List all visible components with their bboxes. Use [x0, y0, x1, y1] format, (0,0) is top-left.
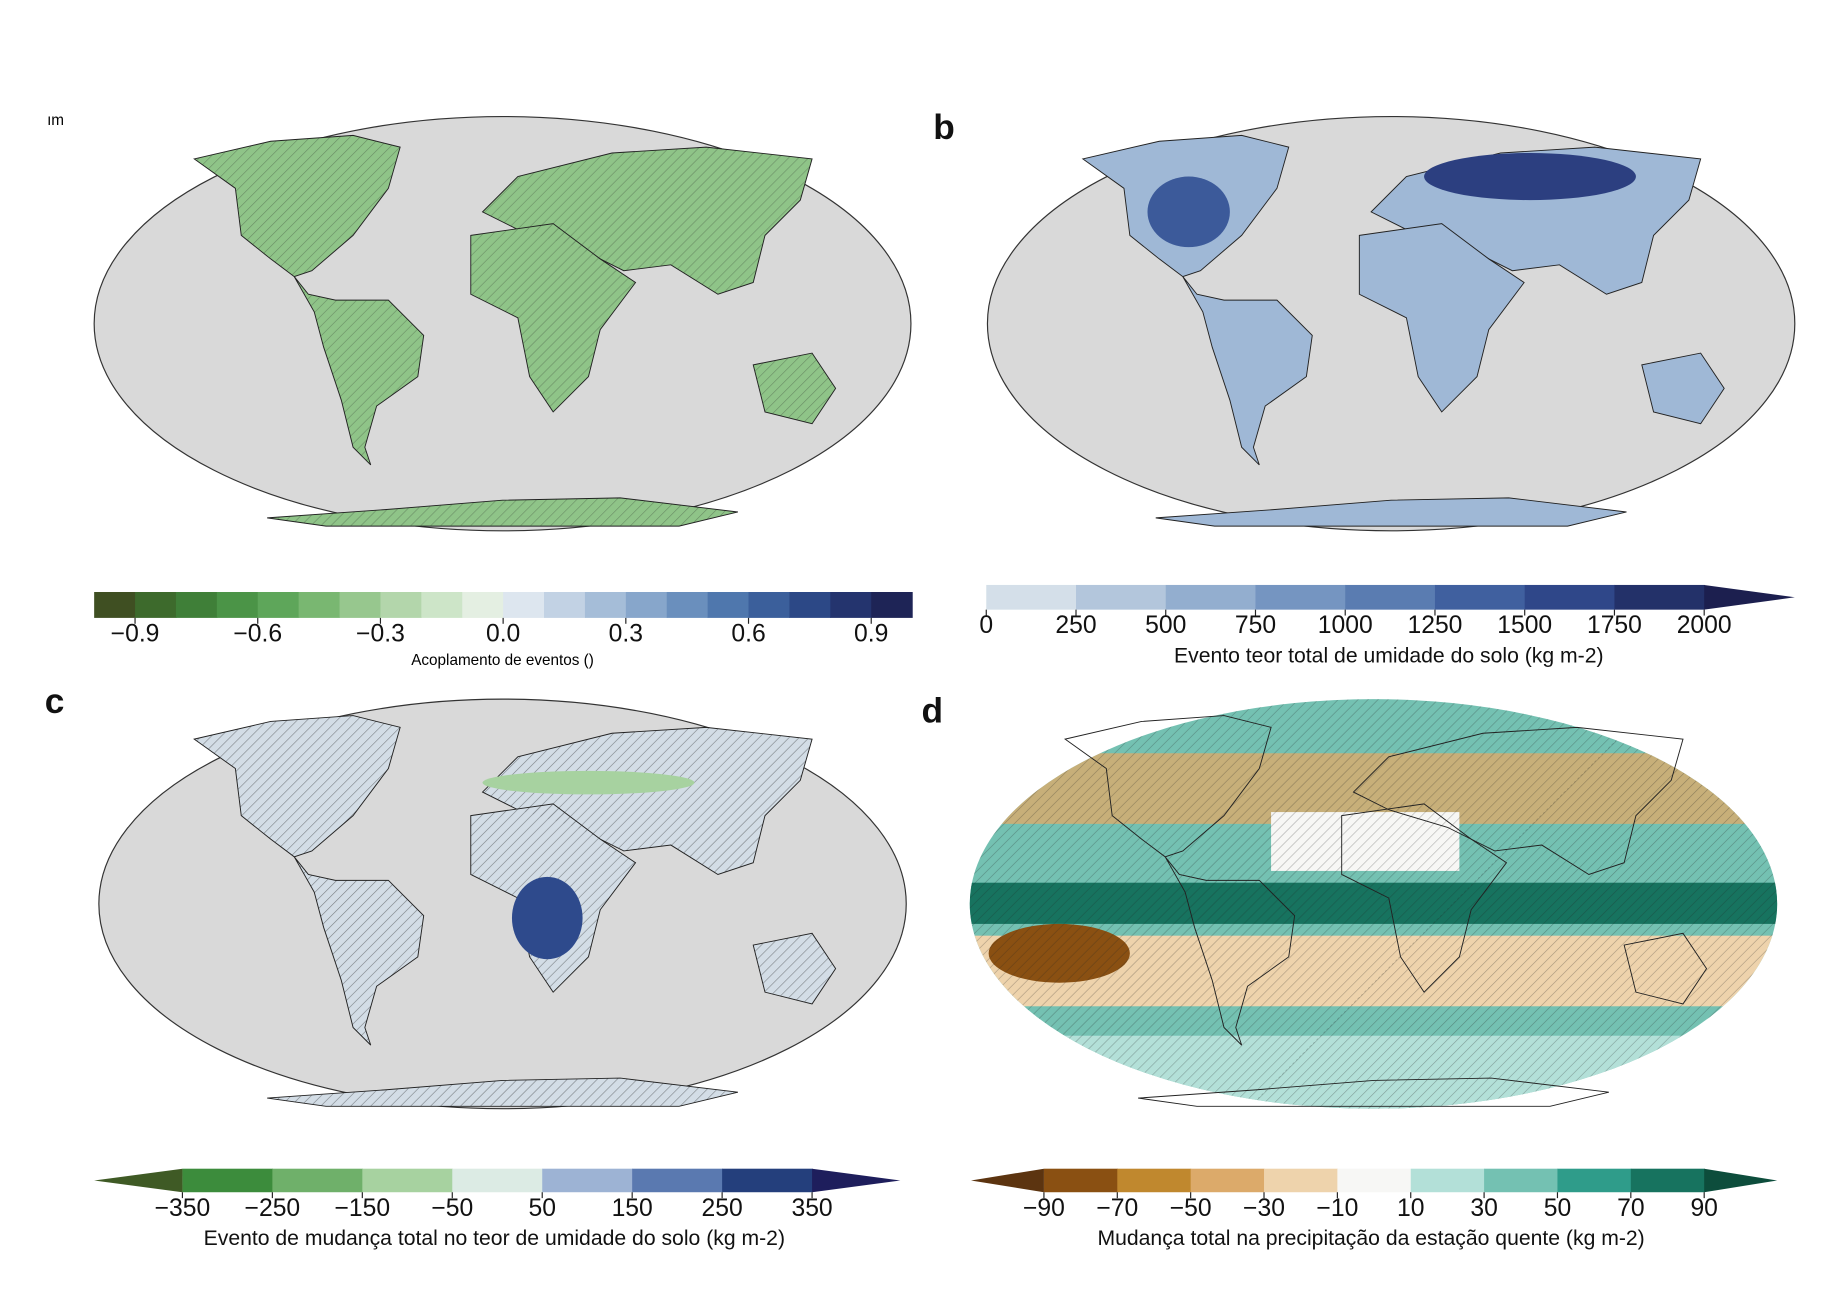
colorbar-tick-label: 250 — [702, 1195, 743, 1222]
colorbar-cell — [542, 1168, 633, 1193]
colorbar-tick-label: 10 — [1397, 1195, 1424, 1222]
colorbar-cell — [1165, 584, 1257, 610]
colorbar-tick-label: 0.3 — [609, 620, 643, 647]
colorbar-cell — [1117, 1168, 1192, 1193]
colorbar-cell — [1614, 584, 1705, 610]
colorbar-tick-label: 90 — [1690, 1195, 1717, 1222]
colorbar-tick-label: −0.9 — [111, 620, 160, 647]
colorbar-cell — [1255, 584, 1346, 610]
map-a — [93, 115, 912, 532]
colorbar-cell — [666, 592, 709, 618]
colorbar-cell — [632, 1168, 723, 1193]
colorbar-title: Acoplamento de eventos () — [411, 652, 594, 669]
colorbar-cell — [1484, 1168, 1559, 1193]
colorbar-tick-label: 2000 — [1677, 612, 1732, 639]
colorbar-tick-label: 1000 — [1318, 612, 1373, 639]
colorbar-cell — [380, 592, 422, 618]
panel-label: c — [45, 682, 65, 721]
colorbar-title: Evento teor total de umidade do solo (kg… — [1174, 645, 1604, 668]
colorbar-cell — [1557, 1168, 1632, 1193]
colorbar-cell — [94, 592, 136, 618]
colorbar-cell — [789, 592, 831, 618]
colorbar-tick-label: 750 — [1235, 612, 1276, 639]
colorbar-cell — [135, 592, 177, 618]
colorbar-cell — [1524, 584, 1616, 610]
colorbar-tick-label: 50 — [528, 1195, 555, 1222]
colorbar-tick-label: −30 — [1243, 1195, 1285, 1222]
colorbar-cell — [1076, 584, 1167, 610]
colorbar-cell — [830, 592, 872, 618]
colorbar-cell — [1630, 1168, 1705, 1193]
colorbar-cell — [748, 592, 791, 618]
colorbar-tick-label: 1250 — [1407, 612, 1462, 639]
colorbar-cell — [1190, 1168, 1265, 1193]
colorbar-cell — [584, 592, 627, 618]
colorbar-extend — [970, 1168, 1044, 1193]
colorbar-extend — [812, 1168, 901, 1193]
colorbar-title: Mudança total na precipitação da estação… — [1097, 1227, 1644, 1250]
panel-label: ım — [47, 112, 64, 129]
colorbar-cell — [722, 1168, 813, 1193]
colorbar-tick-label: 0 — [979, 612, 993, 639]
colorbar-cell — [707, 592, 750, 618]
panel-label: d — [922, 692, 944, 731]
colorbar-cell — [272, 1168, 363, 1193]
colorbar-tick-label: 1500 — [1497, 612, 1552, 639]
colorbar-cell — [421, 592, 463, 618]
colorbar-cell — [986, 584, 1077, 610]
colorbar-tick-label: −10 — [1316, 1195, 1358, 1222]
colorbar-cell — [503, 592, 545, 618]
colorbar-cell — [1043, 1168, 1118, 1193]
colorbar-cell — [462, 592, 504, 618]
colorbar-tick-label: −50 — [1170, 1195, 1212, 1222]
colorbar-cell — [1337, 1168, 1412, 1193]
colorbar-tick-label: 250 — [1055, 612, 1096, 639]
colorbar-cell — [1264, 1168, 1338, 1193]
panel-label: b — [933, 108, 955, 147]
colorbar-tick-label: 0.0 — [486, 620, 520, 647]
colorbar-tick-label: 350 — [791, 1195, 832, 1222]
map-c — [98, 698, 907, 1110]
colorbar-tick-label: −90 — [1023, 1195, 1065, 1222]
colorbar-cell — [362, 1168, 453, 1193]
colorbar-cell — [182, 1168, 273, 1193]
colorbar-tick-label: −0.6 — [233, 620, 282, 647]
colorbar-title: Evento de mudança total no teor de umida… — [204, 1227, 785, 1250]
map-b — [986, 115, 1796, 532]
colorbar-cell — [175, 592, 218, 618]
colorbar-cell — [1434, 584, 1526, 610]
colorbar-tick-label: 1750 — [1587, 612, 1642, 639]
colorbar-tick-label: 150 — [612, 1195, 653, 1222]
colorbar-tick-label: 0.9 — [854, 620, 888, 647]
colorbar-cell — [216, 592, 259, 618]
colorbar-tick-label: 500 — [1145, 612, 1186, 639]
colorbar-cell — [544, 592, 586, 618]
colorbar-cell — [298, 592, 341, 618]
colorbar-extend — [94, 1168, 183, 1193]
colorbar-extend — [1704, 1168, 1778, 1193]
colorbar-tick-label: 50 — [1544, 1195, 1571, 1222]
colorbar-tick-label: −250 — [245, 1195, 301, 1222]
colorbar-tick-label: −70 — [1096, 1195, 1138, 1222]
colorbar-cell — [1410, 1168, 1485, 1193]
colorbar-cell — [452, 1168, 543, 1193]
colorbar-cell — [625, 592, 668, 618]
colorbar-tick-label: 0.6 — [731, 620, 765, 647]
colorbar-tick-label: −150 — [334, 1195, 390, 1222]
colorbar-cell — [339, 592, 382, 618]
colorbar-tick-label: 70 — [1617, 1195, 1644, 1222]
colorbar-cell — [1345, 584, 1436, 610]
colorbar-tick-label: −0.3 — [356, 620, 405, 647]
colorbar-extend — [1704, 584, 1795, 610]
colorbar-cell — [871, 592, 913, 618]
colorbar-tick-label: 30 — [1470, 1195, 1497, 1222]
colorbar-tick-label: −50 — [431, 1195, 473, 1222]
map-d — [969, 699, 1778, 1109]
colorbar-tick-label: −350 — [155, 1195, 211, 1222]
colorbar-cell — [257, 592, 300, 618]
